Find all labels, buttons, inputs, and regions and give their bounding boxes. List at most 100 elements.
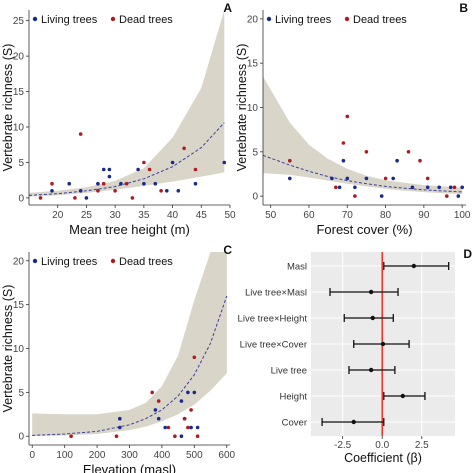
y-axis-label: Vertebrate richness (S) xyxy=(1,285,15,413)
legend-living-label: Living trees xyxy=(41,256,98,268)
row-label: Height xyxy=(280,392,308,403)
living-tree-point xyxy=(391,176,396,181)
dead-tree-point xyxy=(96,189,100,193)
x-tick-label: 90 xyxy=(418,210,430,221)
dead-tree-point xyxy=(124,181,129,186)
x-axis-label: Mean tree height (m) xyxy=(69,222,190,237)
panel-label: A xyxy=(223,1,232,15)
living-tree-point xyxy=(330,176,334,181)
living-tree-point xyxy=(153,408,158,412)
living-tree-point xyxy=(179,399,184,403)
living-tree-point xyxy=(337,185,342,190)
x-axis-label: Coefficient (β) xyxy=(344,451,422,465)
fit-line xyxy=(263,154,463,193)
coefficient-point xyxy=(411,263,417,269)
legend-dead-marker xyxy=(110,16,116,22)
row-label: Cover xyxy=(282,418,307,429)
living-tree-point xyxy=(176,189,181,193)
living-tree-point xyxy=(345,176,350,181)
row-label: Live tree xyxy=(271,366,307,377)
y-tick-label: 0 xyxy=(18,432,24,443)
living-tree-point xyxy=(189,425,193,430)
dead-tree-point xyxy=(182,146,186,151)
x-tick-label: 25 xyxy=(81,210,93,221)
row-label: Live tree×Masl xyxy=(245,288,307,299)
living-tree-point xyxy=(118,425,122,430)
x-axis-label: Forest cover (%) xyxy=(316,222,412,237)
x-tick-label: 0.0 xyxy=(375,440,389,451)
living-tree-point xyxy=(195,425,200,430)
living-tree-point xyxy=(136,167,140,172)
x-tick-label: -2.5 xyxy=(334,440,352,451)
x-tick-label: 100 xyxy=(56,450,73,461)
x-tick-label: 500 xyxy=(186,450,203,461)
dead-tree-point xyxy=(192,355,197,360)
living-tree-point xyxy=(170,160,175,165)
living-tree-point xyxy=(67,181,71,186)
panel-label: D xyxy=(463,247,472,261)
confidence-band xyxy=(32,252,227,437)
dead-tree-point xyxy=(159,189,163,193)
x-tick-label: 2.5 xyxy=(415,440,429,451)
y-tick-label: 5 xyxy=(18,388,24,399)
legend-dead-label: Dead trees xyxy=(353,14,407,26)
dead-tree-point xyxy=(445,194,449,198)
x-tick-label: 600 xyxy=(218,450,235,461)
y-tick-label: 15 xyxy=(13,300,25,311)
dead-tree-point xyxy=(50,181,54,186)
living-tree-point xyxy=(364,176,369,181)
legend-dead-label: Dead trees xyxy=(119,14,173,26)
x-tick-label: 60 xyxy=(303,210,315,221)
dead-tree-point xyxy=(147,167,152,172)
dead-tree-point xyxy=(150,390,154,395)
panel-label: B xyxy=(459,1,468,15)
x-tick-label: 50 xyxy=(224,210,236,221)
row-label: Live tree×Cover xyxy=(240,340,307,351)
panel-label: C xyxy=(223,243,232,257)
panel-b: 50 60 70 80 90 100 0 5 10 15 20 Forest cover (%) Ver… xyxy=(235,1,471,237)
panel-d: Masl Live tree×Masl Live tree×Height Live t… xyxy=(238,247,473,465)
living-tree-point xyxy=(156,416,161,421)
living-tree-point xyxy=(448,185,453,190)
dead-tree-point xyxy=(156,399,161,403)
x-tick-label: 30 xyxy=(110,210,122,221)
living-tree-point xyxy=(50,189,54,193)
dead-tree-point xyxy=(173,434,177,439)
dead-tree-point xyxy=(364,150,369,154)
legend-dead-marker xyxy=(344,16,350,22)
y-tick-label: 20 xyxy=(13,52,25,63)
living-tree-point xyxy=(410,185,415,190)
dead-tree-point xyxy=(195,434,200,439)
dead-tree-point xyxy=(345,114,350,119)
living-tree-point xyxy=(163,425,167,430)
y-tick-label: 0 xyxy=(252,192,258,203)
x-tick-label: 70 xyxy=(342,210,354,221)
dead-tree-point xyxy=(418,158,422,163)
living-tree-point xyxy=(153,181,158,186)
living-tree-point xyxy=(288,176,292,181)
row-label: Masl xyxy=(287,262,307,273)
living-tree-point xyxy=(186,390,190,395)
living-tree-point xyxy=(142,181,146,186)
x-tick-label: 400 xyxy=(154,450,171,461)
x-tick-label: 0 xyxy=(29,450,35,461)
legend-living-marker xyxy=(266,16,272,22)
coefficient-point xyxy=(380,341,386,347)
dead-tree-point xyxy=(186,425,190,430)
dead-tree-point xyxy=(288,158,292,163)
living-tree-point xyxy=(107,167,112,172)
dead-tree-point xyxy=(182,416,187,421)
dead-tree-point xyxy=(114,434,119,439)
dead-tree-point xyxy=(341,141,346,145)
dead-tree-point xyxy=(425,176,430,181)
dead-tree-point xyxy=(193,167,198,172)
x-tick-label: 50 xyxy=(265,210,277,221)
x-tick-label: 80 xyxy=(380,210,392,221)
y-tick-label: 5 xyxy=(18,158,24,169)
dead-tree-point xyxy=(113,189,117,193)
x-tick-label: 20 xyxy=(52,210,64,221)
x-tick-label: 300 xyxy=(121,450,138,461)
legend-living-label: Living trees xyxy=(275,14,332,26)
